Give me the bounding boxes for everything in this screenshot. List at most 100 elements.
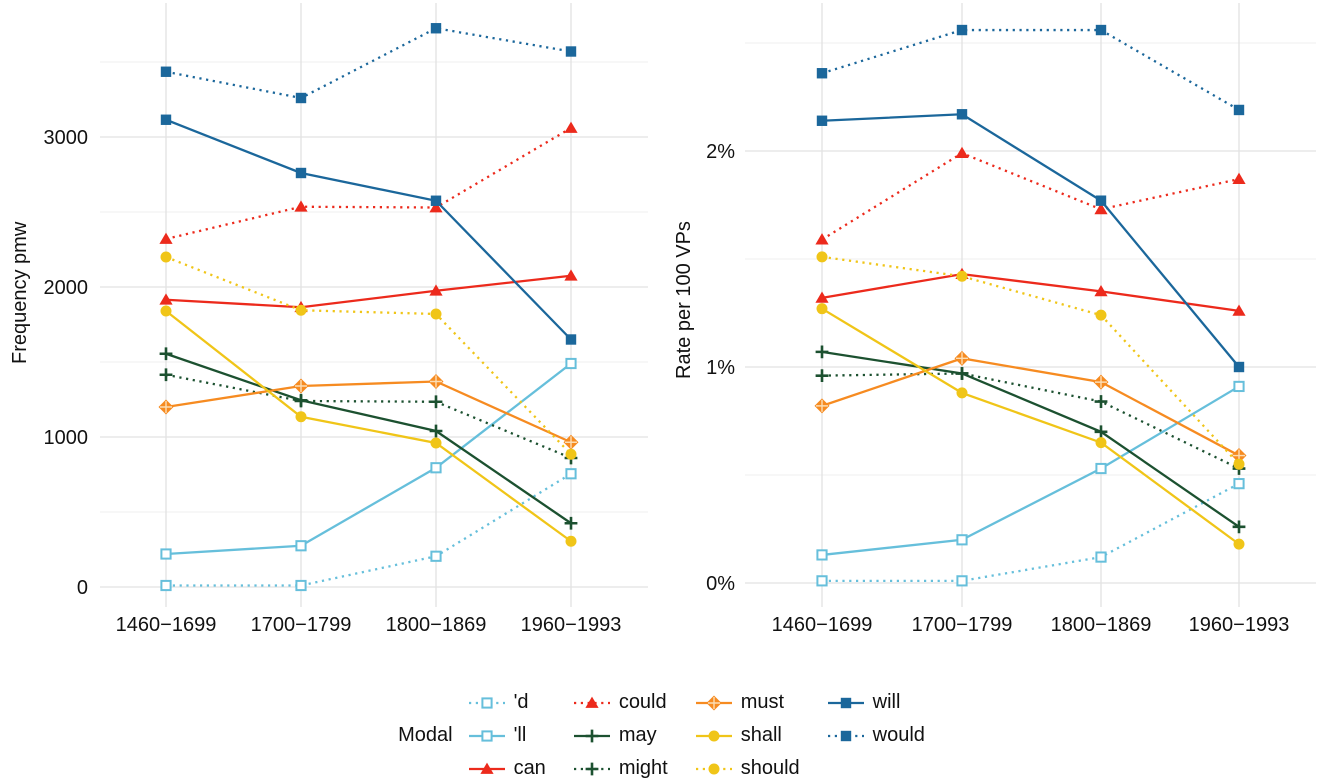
series-line [821, 307, 1240, 546]
series-line [165, 274, 572, 309]
triangle-marker [1232, 172, 1246, 184]
series-shall [160, 305, 577, 547]
circle-marker [1095, 309, 1107, 321]
series-ll [816, 380, 1245, 561]
square-marker [430, 195, 442, 206]
legend-title: Modal [398, 724, 453, 746]
series-line [165, 310, 572, 543]
circle-marker [708, 730, 720, 741]
legend-label: shall [740, 724, 782, 746]
square-marker [160, 114, 172, 125]
series-may [159, 347, 578, 530]
series-should [160, 251, 577, 460]
legend-label: can [513, 757, 546, 779]
series-line [166, 472, 572, 587]
square-open-marker [1095, 551, 1107, 563]
series-could [815, 146, 1246, 245]
plus-marker [585, 762, 599, 775]
diamond-plus-cross [816, 399, 828, 412]
series-would [816, 24, 1245, 116]
square-open-marker [565, 357, 577, 370]
legend-key-would [827, 730, 864, 741]
legend-label: may [618, 724, 657, 746]
square-open-marker [1233, 380, 1245, 393]
legend-label: will [872, 691, 901, 713]
axis-labels: 0 1000 2000 3000 1460−1699 1700−1799 1800−1869… [44, 127, 622, 636]
diamond-plus-cross [295, 380, 307, 392]
circle-marker [565, 535, 577, 547]
square-open-marker [816, 549, 828, 561]
square-marker [1233, 104, 1245, 116]
plus-marker [159, 347, 173, 361]
diamond-plus-cross [956, 352, 968, 365]
series-will [816, 109, 1245, 373]
legend-label: 'd [513, 691, 529, 713]
triangle-marker [159, 232, 173, 244]
x-tick-label: 1800−1869 [1051, 614, 1152, 636]
square-marker [1095, 195, 1107, 206]
x-tick-label: 1800−1869 [386, 614, 487, 636]
series-line [165, 352, 572, 525]
series-could [159, 121, 578, 244]
legend-item-would: would [826, 724, 925, 747]
legend-label: should [740, 757, 800, 779]
square-marker [956, 109, 968, 120]
square-open-marker [295, 540, 307, 552]
series-line [821, 151, 1240, 241]
plus-marker [429, 395, 443, 409]
legend-item-must: must [694, 691, 800, 714]
plus-marker [1094, 395, 1108, 408]
triangle-marker [1094, 285, 1108, 297]
legend-label: would [872, 724, 925, 746]
circle-marker [956, 270, 968, 282]
square-open-marker [295, 579, 307, 592]
series-can [815, 267, 1246, 316]
series-shall [816, 303, 1245, 550]
diamond-plus-cross [430, 375, 442, 388]
triangle-marker [815, 233, 829, 245]
triangle-marker [479, 762, 494, 774]
series-must [814, 350, 1247, 464]
plus-marker [815, 345, 829, 359]
triangle-marker [1232, 304, 1246, 316]
legend-key-should [695, 763, 732, 774]
square-marker [160, 66, 172, 77]
panel-rate-per-100-vps: 0% 1% 2% 1460−1699 1700−1799 1800−1869 1960−19… [706, 3, 1316, 636]
legend-key-d [468, 696, 505, 709]
square-marker [295, 167, 307, 179]
square-open-marker [430, 462, 442, 474]
diamond-plus-cross [707, 696, 720, 709]
circle-marker [295, 411, 307, 423]
series-line [165, 373, 572, 460]
series-line [821, 357, 1240, 457]
series-line [165, 255, 572, 456]
legend-key-can [468, 762, 505, 774]
legend-item-shall: shall [694, 724, 800, 747]
triangle-marker [585, 696, 599, 708]
triangle-marker [564, 269, 578, 281]
y-tick-label: 2000 [44, 277, 89, 299]
series-line [165, 380, 572, 444]
circle-marker [295, 304, 307, 316]
circle-marker [430, 437, 442, 449]
square-marker [816, 68, 828, 79]
y-tick-label: 3000 [44, 127, 89, 149]
legend-key-could [573, 696, 610, 708]
legend-item-may: may [572, 724, 668, 747]
square-marker [295, 92, 307, 104]
legend-label: 'll [513, 724, 527, 746]
square-marker [565, 46, 577, 57]
x-tick-label: 1700−1799 [912, 614, 1013, 636]
series-must [158, 373, 579, 450]
y-tick-label: 1% [706, 357, 735, 379]
plus-marker [159, 368, 173, 382]
square-marker [816, 115, 828, 126]
circle-marker [565, 448, 577, 460]
plus-marker [429, 424, 443, 438]
triangle-marker [815, 291, 829, 303]
series-line [821, 350, 1240, 528]
x-tick-label: 1460−1699 [772, 614, 873, 636]
plus-marker [955, 367, 969, 380]
square-marker [1233, 361, 1245, 373]
series-line [821, 28, 1240, 111]
